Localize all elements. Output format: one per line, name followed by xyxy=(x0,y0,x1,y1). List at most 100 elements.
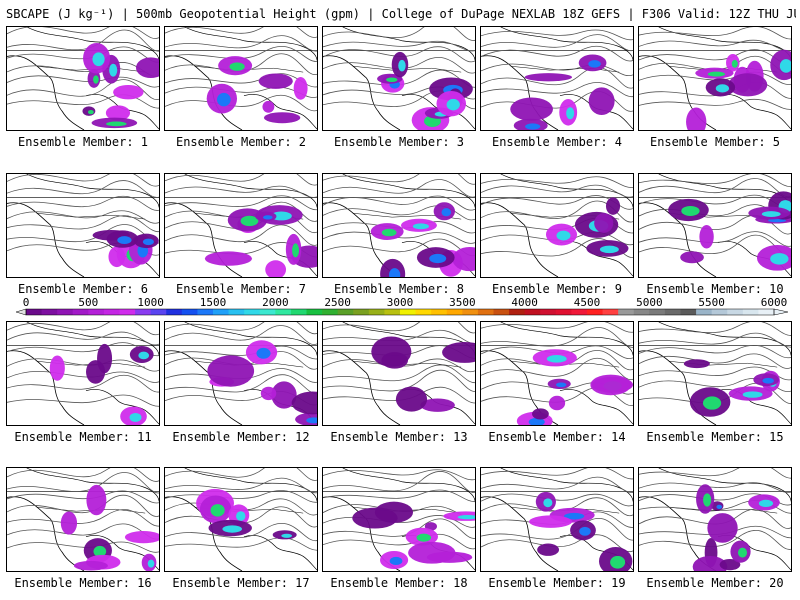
ensemble-map-panel xyxy=(480,321,634,426)
colorbar-segment xyxy=(462,309,479,315)
sbcape-map xyxy=(639,27,791,130)
colorbar-segment xyxy=(431,309,448,315)
ensemble-map-panel xyxy=(638,173,792,278)
ensemble-map-panel xyxy=(322,26,476,131)
colorbar-segment xyxy=(493,309,510,315)
sbcape-map xyxy=(165,468,317,571)
ensemble-member-label: Ensemble Member: 13 xyxy=(330,430,468,444)
colorbar-segment xyxy=(197,309,214,315)
ensemble-map-panel xyxy=(322,467,476,572)
ensemble-member-label: Ensemble Member: 7 xyxy=(175,282,307,296)
colorbar-segment xyxy=(275,309,292,315)
colorbar-segment xyxy=(306,309,323,315)
colorbar-segment xyxy=(119,309,136,315)
ensemble-member-label: Ensemble Member: 9 xyxy=(491,282,623,296)
colorbar-segment xyxy=(57,309,74,315)
colorbar-tick-label: 3500 xyxy=(449,297,476,309)
colorbar-segment xyxy=(135,309,152,315)
colorbar-segment xyxy=(384,309,401,315)
colorbar-segment xyxy=(540,309,557,315)
sbcape-map xyxy=(323,27,475,130)
colorbar-tick-label: 4500 xyxy=(574,297,601,309)
colorbar-high-arrow xyxy=(773,308,789,316)
colorbar-segment xyxy=(711,309,728,315)
ensemble-member-label: Ensemble Member: 17 xyxy=(172,576,310,590)
colorbar-segment xyxy=(259,309,276,315)
colorbar-tick-label: 6000 xyxy=(761,297,788,309)
colorbar-segment xyxy=(72,309,89,315)
ensemble-map-panel xyxy=(322,321,476,426)
colorbar-segment xyxy=(571,309,588,315)
ensemble-map-panel xyxy=(480,467,634,572)
colorbar-segment xyxy=(41,309,58,315)
colorbar-segment xyxy=(758,309,775,315)
colorbar-tick-label: 5000 xyxy=(636,297,663,309)
colorbar-segment xyxy=(477,309,494,315)
sbcape-map xyxy=(639,322,791,425)
colorbar-segment xyxy=(633,309,650,315)
ensemble-member-label: Ensemble Member: 3 xyxy=(333,135,465,149)
sbcape-colorbar: 0 500 1000 1500 2000 2500 3000 3500 4000 4500 5000… xyxy=(14,297,790,321)
colorbar-segment xyxy=(228,309,245,315)
colorbar-segment xyxy=(446,309,463,315)
ensemble-member-label: Ensemble Member: 11 xyxy=(14,430,152,444)
colorbar-segment xyxy=(727,309,744,315)
sbcape-map xyxy=(323,468,475,571)
ensemble-member-label: Ensemble Member: 20 xyxy=(646,576,784,590)
sbcape-map xyxy=(7,468,159,571)
ensemble-member-label: Ensemble Member: 10 xyxy=(646,282,784,296)
colorbar-tick-label: 2500 xyxy=(324,297,351,309)
colorbar-segment xyxy=(150,309,167,315)
ensemble-map-panel xyxy=(480,26,634,131)
colorbar-tick-label: 5500 xyxy=(698,297,725,309)
ensemble-map-panel xyxy=(638,467,792,572)
sbcape-map xyxy=(323,174,475,277)
colorbar-segment xyxy=(649,309,666,315)
sbcape-map xyxy=(7,174,159,277)
colorbar-segment xyxy=(524,309,541,315)
colorbar-segment xyxy=(353,309,370,315)
colorbar-segment xyxy=(26,309,42,315)
colorbar-segment xyxy=(322,309,339,315)
colorbar-tick-label: 4000 xyxy=(511,297,538,309)
ensemble-map-panel xyxy=(164,321,318,426)
sbcape-map xyxy=(639,174,791,277)
colorbar-segment xyxy=(337,309,354,315)
figure-title: SBCAPE (J kg⁻¹) | 500mb Geopotential Hei… xyxy=(6,7,796,21)
ensemble-member-label: Ensemble Member: 6 xyxy=(17,282,149,296)
ensemble-member-label: Ensemble Member: 14 xyxy=(488,430,626,444)
colorbar-segment xyxy=(680,309,697,315)
ensemble-member-label: Ensemble Member: 15 xyxy=(646,430,784,444)
sbcape-map xyxy=(165,322,317,425)
sbcape-map xyxy=(7,322,159,425)
ensemble-map-panel xyxy=(638,26,792,131)
colorbar-tick-label: 2000 xyxy=(262,297,289,309)
ensemble-member-label: Ensemble Member: 8 xyxy=(333,282,465,296)
ensemble-map-panel xyxy=(6,467,160,572)
sbcape-map xyxy=(481,174,633,277)
sbcape-map xyxy=(323,322,475,425)
colorbar-segment xyxy=(213,309,229,315)
ensemble-map-panel xyxy=(322,173,476,278)
colorbar-segment xyxy=(587,309,603,315)
colorbar-segment xyxy=(181,309,198,315)
colorbar-segment xyxy=(602,309,619,315)
sbcape-map xyxy=(165,174,317,277)
ensemble-map-panel xyxy=(164,26,318,131)
colorbar-tick-label: 1500 xyxy=(200,297,227,309)
ensemble-map-panel xyxy=(6,173,160,278)
colorbar-segment xyxy=(415,309,432,315)
sbcape-map xyxy=(481,27,633,130)
ensemble-map-panel xyxy=(638,321,792,426)
colorbar-segment xyxy=(696,309,713,315)
colorbar-low-arrow xyxy=(15,308,27,316)
colorbar-segment xyxy=(244,309,261,315)
colorbar-segment xyxy=(368,309,385,315)
ensemble-member-label: Ensemble Member: 12 xyxy=(172,430,310,444)
sbcape-map xyxy=(481,468,633,571)
ensemble-member-label: Ensemble Member: 1 xyxy=(17,135,149,149)
ensemble-map-panel xyxy=(480,173,634,278)
colorbar-segment xyxy=(742,309,759,315)
colorbar-segment xyxy=(509,309,526,315)
ensemble-member-label: Ensemble Member: 2 xyxy=(175,135,307,149)
